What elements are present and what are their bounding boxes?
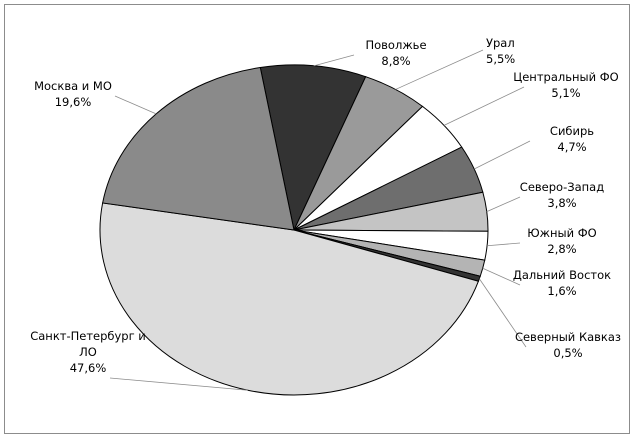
slice-label-1: Поволжье 8,8% xyxy=(365,38,426,68)
pie-slices xyxy=(99,64,489,396)
slice-label-6: Южный ФО 2,8% xyxy=(527,226,596,256)
pie-slice-10 xyxy=(102,66,295,231)
leader-line-4 xyxy=(474,140,531,170)
leader-lines xyxy=(109,49,531,391)
slice-label-4: Сибирь 4,7% xyxy=(550,124,594,154)
leader-line-1 xyxy=(313,54,355,67)
slice-label-5: Северо-Запад 3,8% xyxy=(520,180,604,210)
slice-label-7: Дальний Восток 1,6% xyxy=(513,268,611,298)
leader-line-2 xyxy=(395,49,484,90)
slice-label-2: Урал 5,5% xyxy=(486,36,515,66)
pie-slice-9 xyxy=(99,202,480,396)
slice-label-8: Северный Кавказ 0,5% xyxy=(515,330,621,360)
leader-line-3 xyxy=(443,86,525,126)
leader-line-9 xyxy=(109,377,248,391)
leader-line-8 xyxy=(479,278,527,348)
slice-label-3: Центральный ФО 5,1% xyxy=(513,70,618,100)
leader-line-6 xyxy=(487,242,521,247)
leader-line-10 xyxy=(114,95,157,115)
leader-line-5 xyxy=(486,196,521,212)
slice-labels: Поволжье 8,8% Урал 5,5% Центральный ФО 5,1% Си… xyxy=(30,36,621,375)
leader-line-7 xyxy=(482,267,521,286)
slice-label-9: Санкт-Петербург и ЛО 47,6% xyxy=(30,329,146,375)
slice-label-10: Москва и МО 19,6% xyxy=(34,79,112,109)
